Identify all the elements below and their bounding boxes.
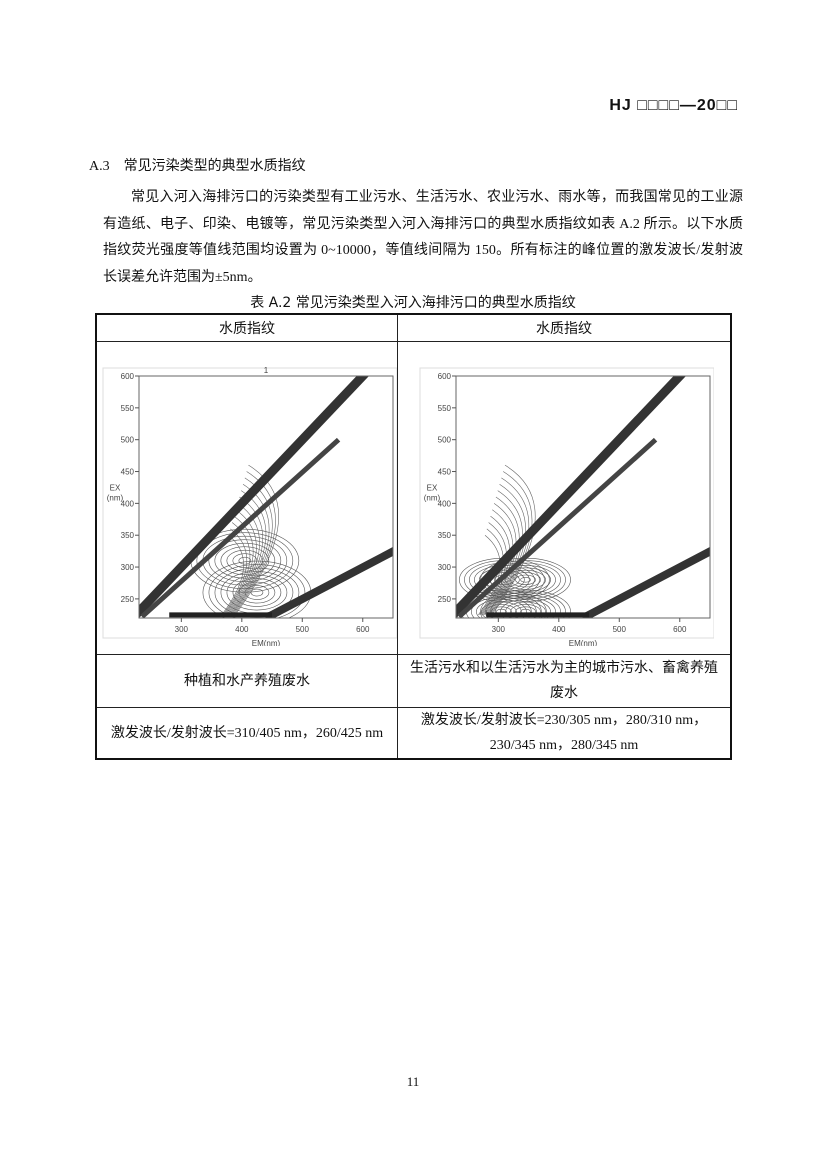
fingerprint-chart-cell: 300 400 500 600 250 300 350 400 450 500 550 600 EM(n…	[95, 341, 398, 655]
section-heading: A.3 常见污染类型的典型水质指纹	[89, 155, 306, 175]
contour-line	[500, 598, 551, 618]
peak-positions: 激发波长/发射波长=310/405 nm，260/425 nm	[95, 707, 398, 760]
column-header: 水质指纹	[397, 313, 732, 342]
contour-line	[505, 569, 546, 590]
contour-line	[495, 596, 556, 618]
contour-line	[486, 603, 517, 618]
contour-line	[232, 577, 282, 607]
contour-line	[226, 574, 288, 610]
contour-line	[208, 563, 306, 618]
page-number: 11	[406, 1074, 420, 1089]
chart-title: 1	[264, 366, 269, 375]
y-tick-label: 600	[438, 372, 452, 381]
rayleigh-scatter-band	[140, 437, 341, 618]
second-order-scatter-band	[264, 546, 393, 618]
contour-line	[221, 534, 244, 615]
x-tick-label: 400	[552, 625, 566, 634]
contour-line	[227, 502, 260, 615]
pollution-type: 生活污水和以生活污水为主的城市污水、畜禽养殖废水	[397, 654, 732, 708]
y-axis-label: (nm)	[107, 493, 124, 502]
x-tick-label: 300	[492, 625, 506, 634]
y-tick-label: 450	[438, 467, 452, 476]
x-tick-label: 500	[296, 625, 310, 634]
contour-line	[228, 496, 264, 615]
x-axis-label: EM(nm)	[569, 639, 598, 646]
y-tick-label: 550	[438, 403, 452, 412]
y-tick-label: 400	[438, 499, 452, 508]
y-tick-label: 350	[438, 531, 452, 540]
contour-line	[479, 566, 530, 592]
contour-line	[230, 489, 267, 615]
column-header: 水质指纹	[95, 313, 398, 342]
contour-line	[238, 556, 252, 564]
y-tick-label: 300	[438, 563, 452, 572]
eem-contour-chart: 300 400 500 600 250 300 350 400 450 500 550 600 EM(n…	[102, 366, 398, 648]
y-axis-label: EX	[427, 483, 438, 492]
rayleigh-scatter-band	[139, 375, 369, 618]
contour-line	[520, 576, 531, 582]
y-tick-label: 350	[121, 531, 135, 540]
contour-line	[515, 574, 536, 585]
body-paragraph: 常见入河入海排污口的污染类型有工业污水、生活污水、农业污水、雨水等，而我国常见的…	[103, 190, 743, 285]
table-caption: 表 A.2 常见污染类型入河入海排污口的典型水质指纹	[250, 295, 576, 311]
section-title: 常见污染类型的典型水质指纹	[123, 158, 306, 174]
contour-line	[505, 601, 546, 618]
contour-area	[456, 375, 710, 618]
y-tick-label: 250	[438, 594, 452, 603]
contour-line	[226, 508, 257, 615]
contour-line	[208, 538, 282, 582]
contour-line	[495, 564, 556, 594]
section-number: A.3	[89, 159, 110, 174]
second-order-scatter-band	[581, 546, 710, 618]
peak-positions: 激发波长/发射波长=230/305 nm，280/310 nm，230/345 …	[397, 707, 732, 760]
contour-line	[250, 588, 264, 596]
pollution-type: 种植和水产养殖废水	[95, 654, 398, 708]
fingerprint-chart-cell: 300 400 500 600 250 300 350 400 450 500 550 600 EM(n…	[397, 341, 732, 655]
plot-frame	[138, 375, 394, 618]
y-axis-label: EX	[110, 483, 121, 492]
fingerprint-table: 水质指纹 水质指纹 300 400 500 600 250 300 350 400 450 500 5…	[95, 313, 732, 760]
x-axis-label: EM(nm)	[252, 639, 281, 646]
x-tick-label: 600	[356, 625, 370, 634]
y-tick-label: 600	[121, 372, 135, 381]
x-tick-label: 500	[613, 625, 627, 634]
y-tick-label: 550	[121, 403, 135, 412]
y-tick-label: 250	[121, 594, 135, 603]
contour-line	[510, 603, 541, 618]
contour-line	[244, 584, 270, 600]
contour-area	[139, 375, 393, 618]
y-tick-label: 400	[121, 499, 135, 508]
x-tick-label: 300	[175, 625, 189, 634]
contour-line	[214, 542, 276, 578]
x-tick-label: 600	[673, 625, 687, 634]
contour-line	[222, 528, 248, 615]
rayleigh-scatter-band	[456, 375, 686, 618]
plot-frame	[455, 375, 711, 618]
y-tick-label: 450	[121, 467, 135, 476]
x-tick-label: 400	[235, 625, 249, 634]
contour-line	[481, 601, 522, 618]
eem-contour-chart: 300 400 500 600 250 300 350 400 450 500 550 600 EM(n…	[419, 367, 715, 648]
standard-code: HJ □□□□—20□□	[609, 97, 738, 114]
y-tick-label: 500	[121, 435, 135, 444]
y-tick-label: 300	[121, 563, 135, 572]
rayleigh-scatter-band	[457, 437, 658, 618]
y-tick-label: 500	[438, 435, 452, 444]
y-axis-label: (nm)	[424, 493, 441, 502]
